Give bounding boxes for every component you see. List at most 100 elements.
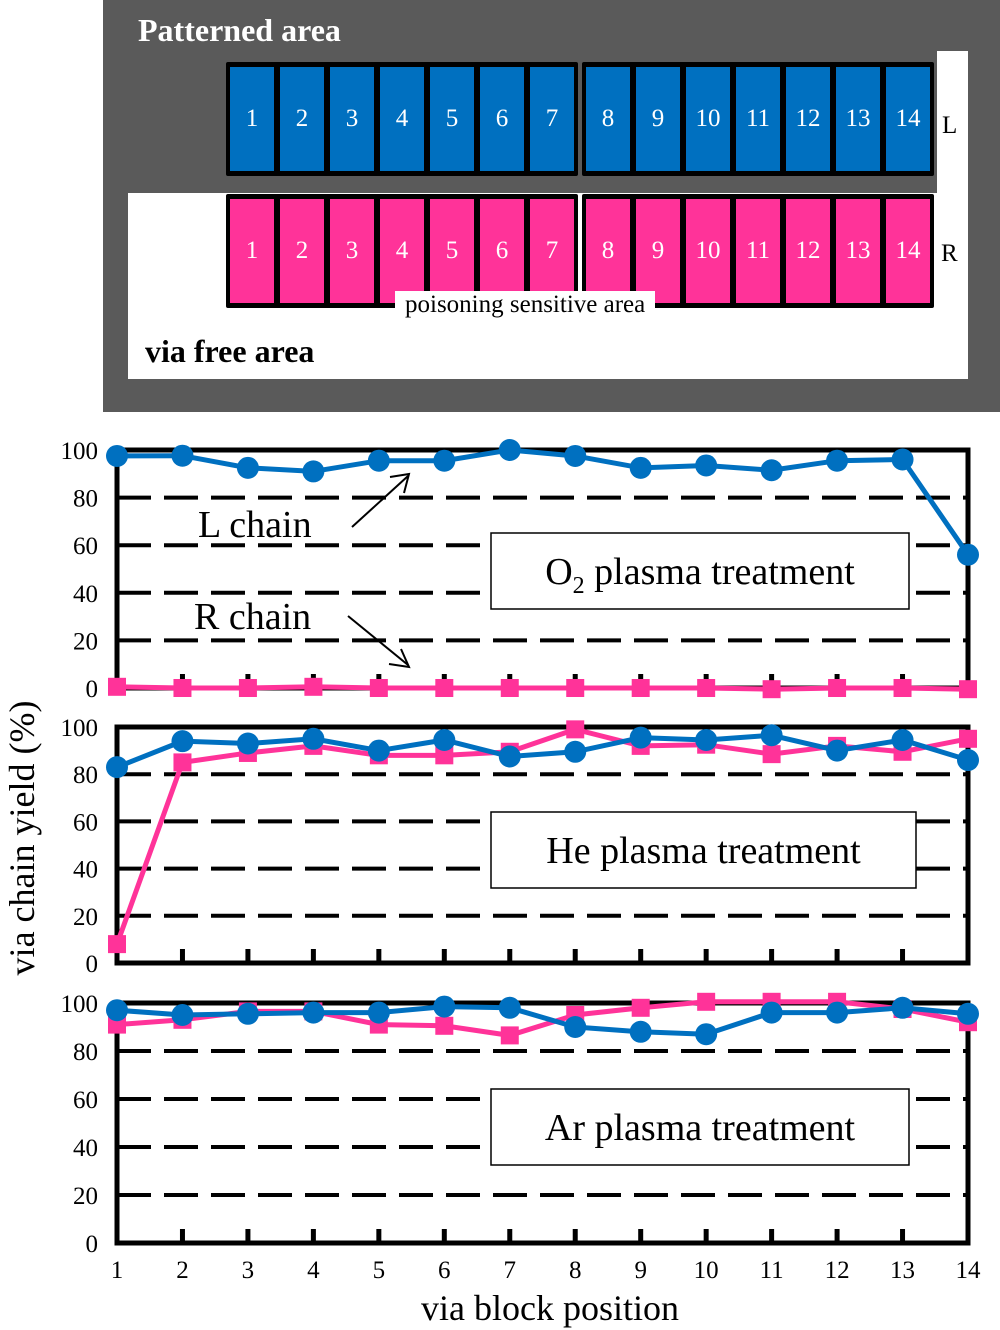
x-tick-label: 9	[634, 1257, 647, 1284]
via-block-L-5: 5	[430, 67, 474, 171]
l-chain-marker	[629, 726, 652, 749]
via-block-L-3: 3	[330, 67, 374, 171]
y-tick-label: 40	[73, 1135, 98, 1162]
y-tick-label: 20	[73, 628, 98, 655]
via-block-L-8: 8	[586, 67, 630, 171]
y-tick-label: 80	[73, 486, 98, 513]
l-chain-marker	[236, 732, 259, 755]
via-block-R-13: 13	[836, 199, 880, 303]
x-tick-label: 12	[825, 1257, 850, 1284]
r-chain-marker	[566, 679, 585, 697]
l-chain-marker	[236, 456, 259, 479]
r-chain-marker	[697, 679, 716, 697]
via-block-L-4: 4	[380, 67, 424, 171]
r-chain-marker	[108, 677, 126, 696]
via-block-R-8: 8	[586, 199, 630, 303]
poisoning-sensitive-area-label: poisoning sensitive area	[395, 291, 656, 319]
l-chain-marker	[302, 460, 325, 483]
y-tick-label: 0	[86, 951, 99, 978]
l-chain-marker	[695, 1023, 718, 1046]
via-block-R-5: 5	[430, 199, 474, 303]
l-chain-marker	[564, 1016, 587, 1038]
via-block-R-3: 3	[330, 199, 374, 303]
r-chain-marker	[762, 680, 781, 699]
l-chain-marker	[367, 449, 390, 472]
x-tick-label: 11	[760, 1257, 784, 1284]
l-chain-marker	[498, 439, 521, 461]
treatment-label: Ar plasma treatment	[545, 1107, 856, 1149]
l-chain-marker	[891, 996, 914, 1019]
y-tick-label: 80	[73, 762, 98, 789]
l-chain-marker	[367, 1001, 390, 1024]
r-chain-marker	[959, 680, 977, 699]
l-chain-marker	[826, 739, 849, 762]
l-chain-marker	[957, 749, 979, 772]
x-tick-label: 13	[890, 1257, 915, 1284]
row-L-label: L	[942, 112, 958, 139]
r-chain-marker	[304, 677, 323, 696]
r-chain-marker	[500, 1026, 519, 1045]
l-chain-marker	[498, 996, 521, 1019]
l-chain-marker	[171, 444, 194, 467]
y-tick-label: 20	[73, 1183, 98, 1210]
via-block-L-13: 13	[836, 67, 880, 171]
x-tick-label: 7	[504, 1257, 517, 1284]
block-row-L-right: 8 9 10 11 12 13 14	[582, 62, 934, 176]
x-tick-label: 14	[956, 1257, 982, 1284]
l-chain-marker	[106, 444, 128, 467]
via-block-R-1: 1	[230, 199, 274, 303]
y-tick-label: 100	[61, 715, 99, 742]
r-chain-line	[116, 684, 969, 692]
r-chain-marker	[631, 679, 650, 697]
chart-panel-2: 0 20 40 60 80 100 He plasma treatment	[61, 715, 979, 978]
r-chain-marker	[631, 998, 650, 1017]
l-chain-marker	[629, 456, 652, 479]
l-chain-marker	[695, 454, 718, 477]
block-row-R-right: 8 9 10 11 12 13 14	[582, 194, 934, 308]
via-block-R-9: 9	[636, 199, 680, 303]
r-chain-marker	[893, 679, 912, 697]
r-chain-marker	[828, 679, 847, 697]
x-tick-label: 1	[111, 1257, 124, 1284]
r-chain-marker	[959, 729, 977, 748]
r-chain-marker	[566, 720, 585, 739]
y-tick-label: 100	[61, 991, 99, 1018]
via-block-R-2: 2	[280, 199, 324, 303]
x-tick-label: 4	[307, 1257, 320, 1284]
r-chain-marker	[435, 746, 454, 765]
via-block-L-2: 2	[280, 67, 324, 171]
l-chain-marker	[564, 740, 587, 763]
y-axis-label: via chain yield (%)	[2, 701, 42, 976]
via-block-R-12: 12	[786, 199, 830, 303]
treatment-label: O2 plasma treatment	[545, 551, 855, 599]
l-chain-marker	[760, 724, 783, 747]
l-chain-marker	[891, 448, 914, 471]
l-chain-marker	[367, 739, 390, 762]
via-block-R-10: 10	[686, 199, 730, 303]
x-tick-label: 5	[373, 1257, 386, 1284]
r-chain-marker	[500, 679, 519, 697]
plot-frame	[114, 1000, 971, 1246]
l-chain-marker	[826, 449, 849, 472]
y-tick-label: 80	[73, 1039, 98, 1066]
l-chain-marker	[826, 1001, 849, 1024]
via-block-R-4: 4	[380, 199, 424, 303]
l-chain-marker	[433, 449, 456, 472]
treatment-label: He plasma treatment	[546, 830, 861, 872]
l-chain-marker	[891, 728, 914, 751]
r-chain-marker	[108, 935, 126, 954]
l-chain-marker	[433, 728, 456, 751]
l-chain-marker	[957, 1002, 979, 1025]
l-chain-arrow-icon	[351, 475, 409, 528]
treatment-label-box	[490, 532, 910, 610]
y-tick-label: 60	[73, 1087, 98, 1114]
r-chain-marker	[762, 745, 781, 764]
l-chain-annotation: L chain	[198, 504, 312, 546]
via-block-L-9: 9	[636, 67, 680, 171]
l-chain-marker	[760, 1001, 783, 1024]
via-block-L-1: 1	[230, 67, 274, 171]
y-tick-label: 0	[86, 676, 99, 703]
l-chain-marker	[106, 756, 128, 779]
l-chain-marker	[106, 999, 128, 1022]
